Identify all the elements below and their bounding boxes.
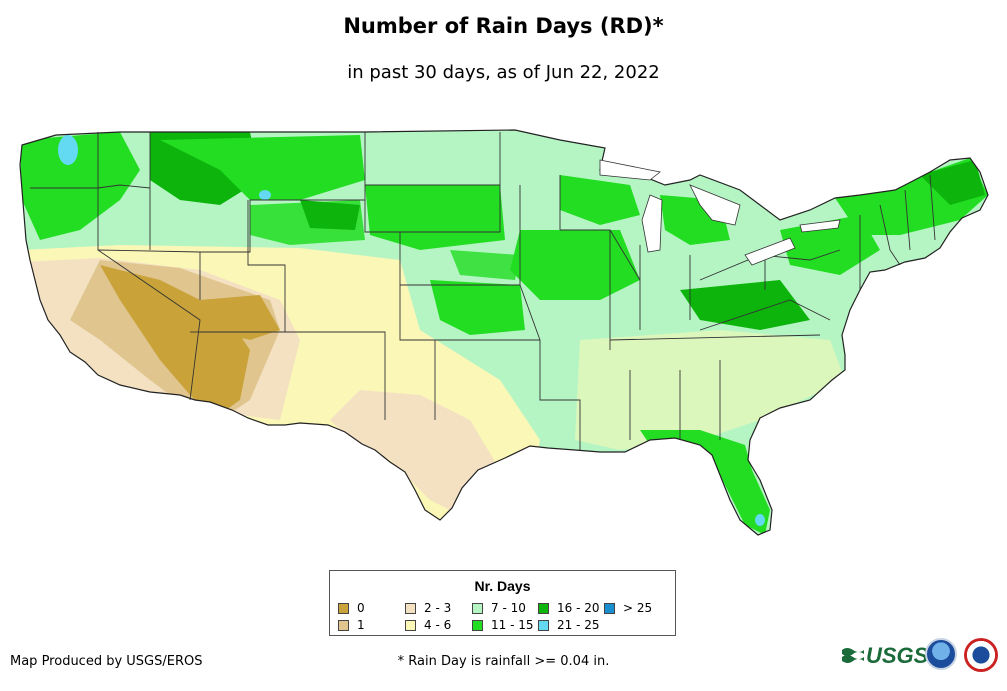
legend-title: Nr. Days xyxy=(474,578,531,594)
credit-text: Map Produced by USGS/EROS xyxy=(10,654,203,669)
legend-label: 7 - 10 xyxy=(491,601,526,615)
legend: Nr. Days 0 1 2 - 3 4 - 6 7 - 10 11 - 15 … xyxy=(329,570,676,636)
legend-swatch xyxy=(405,619,416,631)
legend-label: > 25 xyxy=(623,601,653,615)
rain-days-map xyxy=(19,129,989,536)
nws-logo-icon xyxy=(964,638,998,672)
legend-item-4: 7 - 10 xyxy=(472,601,526,615)
legend-label: 1 xyxy=(357,618,365,632)
legend-label: 2 - 3 xyxy=(424,601,452,615)
legend-swatch xyxy=(338,619,349,631)
noaa-logo-icon xyxy=(925,638,957,670)
legend-label: 4 - 6 xyxy=(424,618,452,632)
legend-item-1: 1 xyxy=(338,618,365,632)
footnote-text: * Rain Day is rainfall >= 0.04 in. xyxy=(397,654,610,669)
legend-item-5: 11 - 15 xyxy=(472,618,534,632)
legend-label: 21 - 25 xyxy=(557,618,600,632)
usgs-logo-text: USGS xyxy=(866,643,929,668)
legend-label: 16 - 20 xyxy=(557,601,600,615)
rain-day-fill xyxy=(20,130,988,535)
legend-swatch xyxy=(538,602,549,614)
map-title: Number of Rain Days (RD)* xyxy=(343,14,664,38)
legend-item-0: 0 xyxy=(338,601,365,615)
legend-item-8: > 25 xyxy=(604,601,652,615)
legend-swatch xyxy=(405,602,416,614)
usgs-logo: USGS xyxy=(842,643,928,669)
legend-item-7: 21 - 25 xyxy=(538,618,600,632)
legend-swatch xyxy=(472,602,483,614)
legend-label: 0 xyxy=(357,601,365,615)
legend-label: 11 - 15 xyxy=(491,618,534,632)
great-lakes xyxy=(599,159,841,266)
state-borders xyxy=(30,132,936,450)
map-subtitle: in past 30 days, as of Jun 22, 2022 xyxy=(347,62,660,83)
legend-item-6: 16 - 20 xyxy=(538,601,600,615)
legend-item-3: 4 - 6 xyxy=(405,618,451,632)
legend-swatch xyxy=(338,602,349,614)
usgs-wave-icon xyxy=(842,648,864,663)
legend-item-2: 2 - 3 xyxy=(405,601,451,615)
legend-swatch xyxy=(472,619,483,631)
legend-swatch xyxy=(604,602,615,614)
legend-swatch xyxy=(538,619,549,631)
